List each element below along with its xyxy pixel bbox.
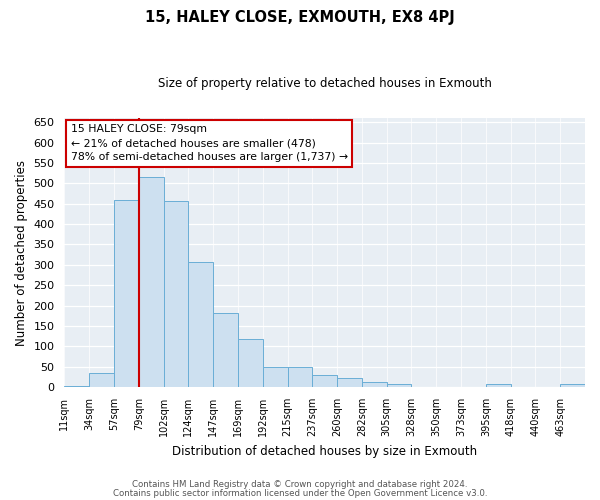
Bar bbox=[64, 386, 89, 387]
Bar bbox=[89, 373, 114, 387]
Text: Contains public sector information licensed under the Open Government Licence v3: Contains public sector information licen… bbox=[113, 489, 487, 498]
Bar bbox=[337, 378, 362, 387]
Text: 15 HALEY CLOSE: 79sqm
← 21% of detached houses are smaller (478)
78% of semi-det: 15 HALEY CLOSE: 79sqm ← 21% of detached … bbox=[71, 124, 348, 162]
Bar bbox=[287, 366, 313, 387]
Bar bbox=[139, 177, 164, 387]
Bar bbox=[238, 339, 263, 387]
Bar bbox=[263, 366, 287, 387]
Bar bbox=[114, 200, 139, 387]
Bar bbox=[560, 384, 585, 387]
Bar bbox=[313, 375, 337, 387]
Bar bbox=[188, 262, 213, 387]
Bar bbox=[362, 382, 386, 387]
Bar bbox=[486, 384, 511, 387]
X-axis label: Distribution of detached houses by size in Exmouth: Distribution of detached houses by size … bbox=[172, 444, 477, 458]
Bar bbox=[386, 384, 412, 387]
Bar bbox=[164, 201, 188, 387]
Y-axis label: Number of detached properties: Number of detached properties bbox=[15, 160, 28, 346]
Bar bbox=[213, 313, 238, 387]
Text: 15, HALEY CLOSE, EXMOUTH, EX8 4PJ: 15, HALEY CLOSE, EXMOUTH, EX8 4PJ bbox=[145, 10, 455, 25]
Title: Size of property relative to detached houses in Exmouth: Size of property relative to detached ho… bbox=[158, 78, 491, 90]
Text: Contains HM Land Registry data © Crown copyright and database right 2024.: Contains HM Land Registry data © Crown c… bbox=[132, 480, 468, 489]
